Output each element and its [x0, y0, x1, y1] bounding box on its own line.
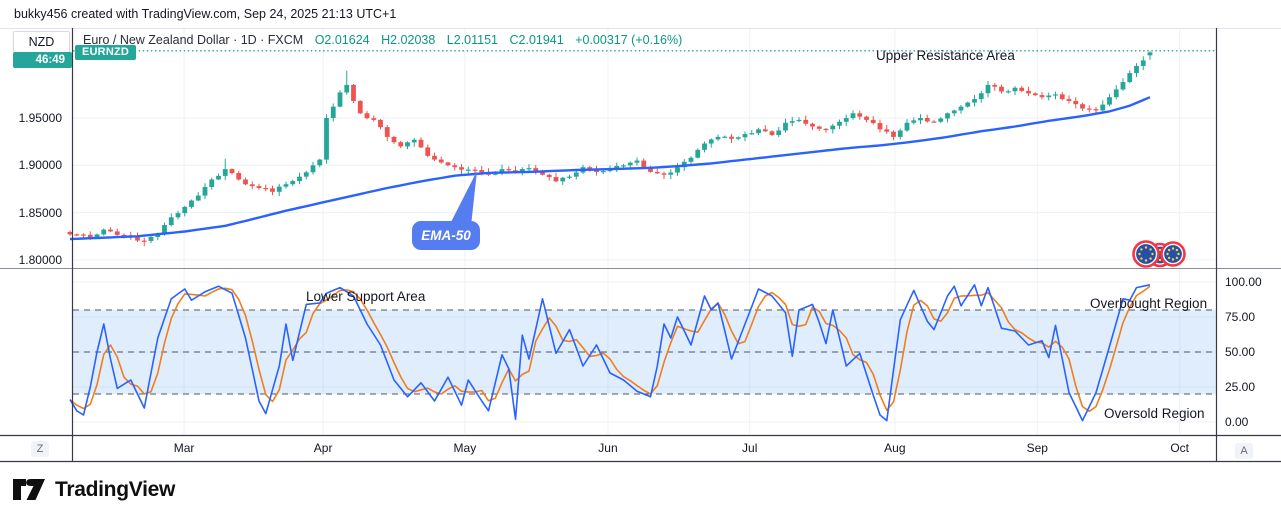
quote-currency-box[interactable]: NZD	[13, 31, 70, 53]
oscillator-tick-label: 25.00	[1225, 380, 1256, 394]
bar-countdown-badge: 46:49	[13, 52, 72, 68]
price-tick-label: 1.80000	[18, 252, 62, 267]
ohlc-low: L2.01151	[446, 33, 499, 47]
lower-support-label[interactable]: Lower Support Area	[306, 289, 426, 304]
tradingview-logo-icon	[13, 479, 45, 500]
overbought-region-label[interactable]: Overbought Region	[1090, 296, 1208, 311]
tradingview-logo-text: TradingView	[55, 478, 176, 501]
stochastic-d-line	[69, 285, 1151, 413]
oscillator-tick-label: 100.00	[1225, 275, 1262, 289]
ema-callout-tail	[449, 171, 477, 226]
month-label: Mar	[173, 441, 195, 455]
eu-flag-icon[interactable]	[1132, 240, 1160, 268]
oscillator-tick-label: 75.00	[1225, 310, 1256, 324]
scale-mode-badge[interactable]: A	[1235, 443, 1253, 459]
symbol-legend[interactable]: Euro / New Zealand Dollar · 1D · FXCM O2…	[83, 33, 682, 47]
ohlc-close: C2.01941	[509, 33, 564, 47]
ohlc-change: +0.00317 (+0.16%)	[575, 33, 683, 47]
ohlc-open: O2.01624	[314, 33, 370, 47]
ema-50-callout[interactable]: EMA-50	[412, 221, 480, 250]
month-label: Aug	[884, 441, 906, 455]
resistance-line-symbol-badge[interactable]: EURNZD	[75, 45, 137, 60]
oscillator-tick-label: 0.00	[1225, 415, 1249, 429]
oversold-region-label[interactable]: Oversold Region	[1104, 406, 1205, 421]
price-tick-label: 1.85000	[18, 205, 62, 220]
price-tick-label: 1.90000	[18, 158, 62, 173]
timezone-badge[interactable]: Z	[31, 441, 49, 457]
attribution-text: bukky456 created with TradingView.com, S…	[14, 7, 397, 21]
month-label: Sep	[1026, 441, 1048, 455]
symbol-title[interactable]: Euro / New Zealand Dollar · 1D · FXCM	[83, 33, 304, 47]
price-tick-label: 1.95000	[18, 111, 62, 125]
upper-resistance-label[interactable]: Upper Resistance Area	[876, 48, 1015, 63]
month-label: Apr	[313, 441, 333, 455]
candlestick-series	[67, 51, 1153, 247]
ema-50-line[interactable]	[69, 96, 1151, 241]
month-label: May	[453, 441, 477, 455]
eu-flag-icon[interactable]	[1160, 241, 1186, 267]
oscillator-tick-label: 50.00	[1225, 345, 1256, 359]
tradingview-logo[interactable]: TradingView	[12, 476, 175, 504]
pane-borders	[0, 28, 1281, 463]
stochastic-k-line	[69, 284, 1151, 422]
month-label: Jun	[598, 441, 618, 455]
month-label: Oct	[1170, 441, 1190, 455]
ohlc-high: H2.02038	[381, 33, 436, 47]
eu-flag-stickers[interactable]	[1132, 240, 1186, 268]
month-label: Jul	[742, 441, 758, 455]
